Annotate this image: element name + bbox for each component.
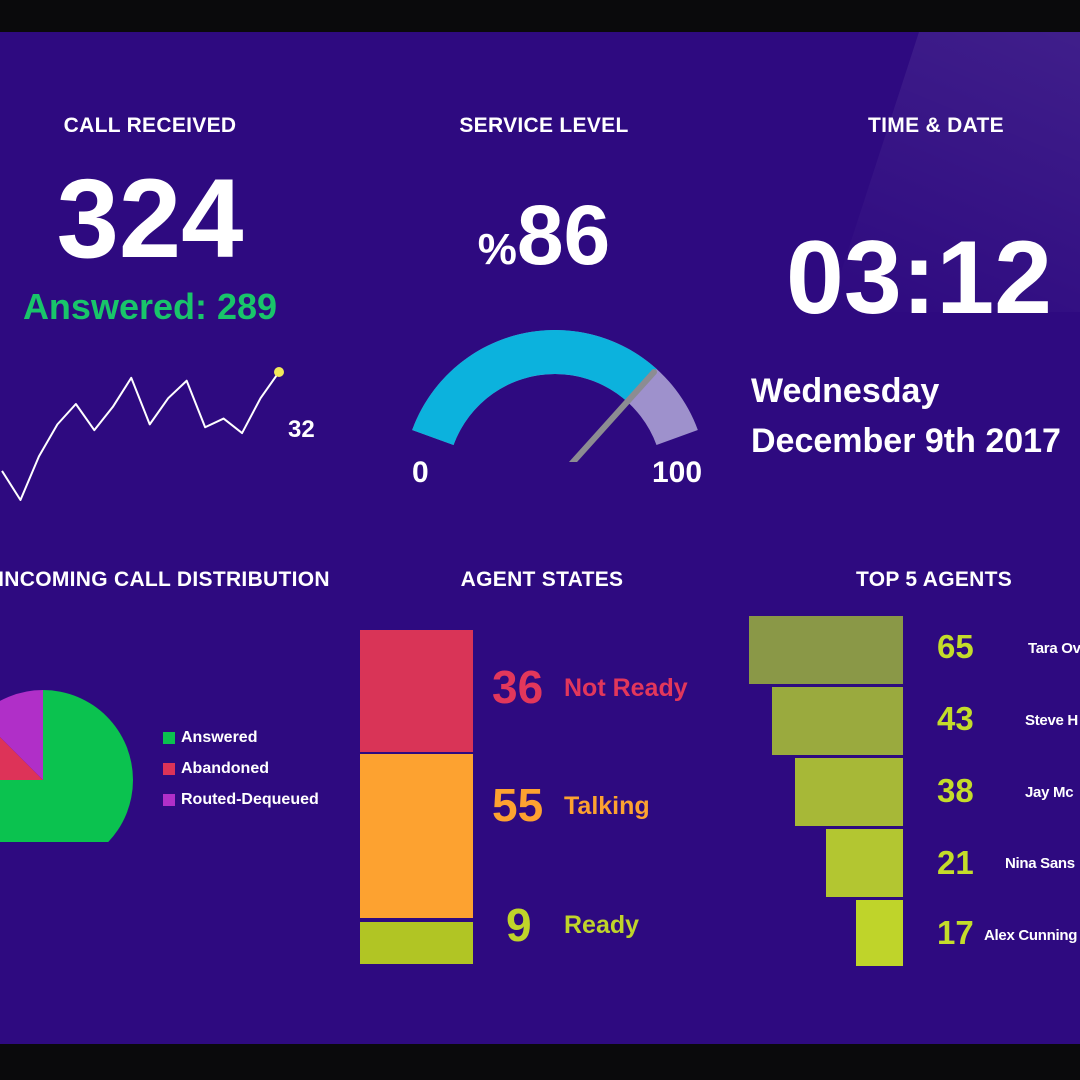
bar-segment-ready xyxy=(360,922,473,964)
top-agent-bar-3 xyxy=(795,758,903,826)
top-agent-bar-2 xyxy=(772,687,903,755)
legend-label-answered: Answered xyxy=(181,728,258,746)
bar-segment-not-ready xyxy=(360,630,473,752)
top-agent-score-5: 17 xyxy=(937,914,974,951)
legend-item-routed-dequeued: Routed-Dequeued xyxy=(163,784,319,815)
sparkline-line xyxy=(1,371,280,501)
top-agent-name-1: Tara Ov xyxy=(1028,640,1080,657)
service-level-gauge xyxy=(412,330,698,462)
legend-item-abandoned: Abandoned xyxy=(163,753,319,784)
talking-count: 55 xyxy=(492,779,544,831)
pie-slice-answered xyxy=(0,690,133,842)
sparkline-last-value: 32 xyxy=(288,416,315,443)
top-agent-bar-1 xyxy=(749,616,903,684)
call-received-title: CALL RECEIVED xyxy=(63,114,237,137)
agent-states-stacked-bar xyxy=(360,630,473,964)
legend-label-abandoned: Abandoned xyxy=(181,759,269,777)
sparkline-last-point xyxy=(274,367,284,377)
not-ready-label: Not Ready xyxy=(564,674,688,702)
gauge-fill xyxy=(412,330,657,446)
gauge-max-label: 100 xyxy=(652,456,703,489)
top-agent-name-3: Jay Mc xyxy=(1025,784,1074,801)
call-distribution-title: INCOMING CALL DISTRIBUTION xyxy=(0,568,330,591)
top-agent-name-5: Alex Cunning xyxy=(984,927,1078,944)
gauge-needle xyxy=(568,369,658,462)
top-agent-score-4: 21 xyxy=(937,844,974,881)
current-date: December 9th 2017 xyxy=(751,422,1061,460)
ready-label: Ready xyxy=(564,911,640,939)
pie-legend: Answered Abandoned Routed-Dequeued xyxy=(163,722,319,815)
day-of-week: Wednesday xyxy=(751,372,940,410)
calls-received-total: 324 xyxy=(56,156,244,281)
percent-sign: % xyxy=(477,225,517,274)
top-agent-bar-5 xyxy=(856,900,903,966)
top-agent-score-2: 43 xyxy=(937,700,974,737)
agent-states-title: AGENT STATES xyxy=(460,568,624,591)
clock-time: 03:12 xyxy=(786,220,1052,336)
not-ready-count: 36 xyxy=(492,661,544,713)
calls-sparkline xyxy=(1,367,284,501)
legend-swatch-routed-dequeued xyxy=(163,793,175,806)
top-agent-name-4: Nina Sans xyxy=(1005,855,1075,872)
top-agents-title: TOP 5 AGENTS xyxy=(855,568,1013,591)
talking-label: Talking xyxy=(564,792,650,820)
legend-swatch-answered xyxy=(163,731,175,744)
time-date-title: TIME & DATE xyxy=(868,114,1004,137)
top-agent-score-1: 65 xyxy=(937,628,974,665)
legend-label-routed-dequeued: Routed-Dequeued xyxy=(181,790,319,808)
service-level-value: 86 xyxy=(516,188,611,282)
service-level-readout: %86 xyxy=(394,190,694,280)
top-agent-bar-4 xyxy=(826,829,903,897)
service-level-title: SERVICE LEVEL xyxy=(459,114,629,137)
dashboard-screen: CALL RECEIVED 324 Answered: 289 32 SERVI… xyxy=(0,32,1080,1044)
top-agent-score-3: 38 xyxy=(937,772,974,809)
bar-segment-talking xyxy=(360,754,473,918)
legend-item-answered: Answered xyxy=(163,722,319,753)
legend-swatch-abandoned xyxy=(163,762,175,775)
gauge-min-label: 0 xyxy=(412,456,429,489)
ready-count: 9 xyxy=(506,899,532,951)
pie-slice-routed-dequeued xyxy=(0,690,43,780)
top-agent-name-2: Steve H xyxy=(1025,712,1078,729)
answered-count: Answered: 289 xyxy=(22,286,278,327)
call-distribution-pie xyxy=(0,690,133,842)
